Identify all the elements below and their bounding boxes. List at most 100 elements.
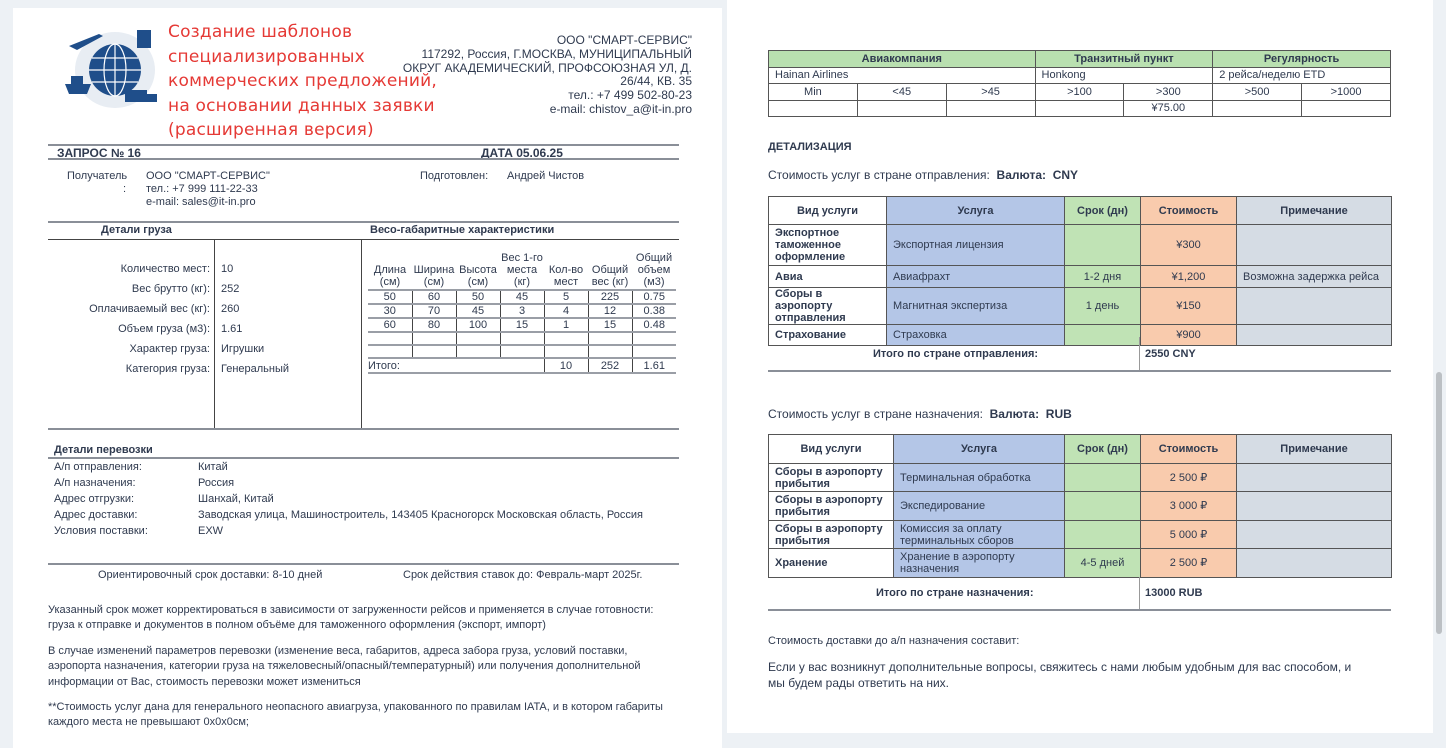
airline-header-cell: Транзитный пункт — [1034, 50, 1214, 68]
services-header-cell: Услуга — [893, 434, 1065, 464]
weight-bracket-cell: >1000 — [1301, 83, 1391, 101]
dims-header-cell: Общий объем (м3) — [632, 243, 676, 291]
prepared-by: Андрей Чистов — [507, 170, 585, 182]
services-cell — [1236, 491, 1392, 521]
services-cell: Экспедирование — [893, 491, 1065, 521]
cargo-field-label: Вес брутто (кг): — [131, 283, 210, 295]
document-page-right: Авиакомпания Транзитный пункт Регулярность… — [727, 0, 1433, 733]
airline-value-cell: 2 рейса/неделю ETD — [1212, 66, 1391, 84]
company-email: e-mail: chistov_a@it-in.pro — [549, 101, 692, 116]
recipient-info: ООО "СМАРТ-СЕРВИС" тел.: +7 999 111-22-3… — [146, 170, 270, 209]
services-header-cell: Стоимость — [1140, 196, 1237, 225]
dims-row: 30 70 45 3 4 12 0.38 — [368, 304, 676, 319]
dims-cell — [543, 332, 588, 346]
weight-bracket-cell: >45 — [945, 83, 1036, 101]
rate-cell — [1212, 99, 1303, 117]
dims-title: Весо-габаритные характеристики — [370, 224, 555, 236]
dims-cell: 60 — [411, 290, 456, 305]
services-cell — [1064, 224, 1141, 266]
services-cell: Сборы в аэропорту прибытия — [768, 491, 894, 521]
dest-services-table: Вид услуги Услуга Срок (дн) Стоимость Примеч… — [768, 434, 1392, 578]
note-paragraph: В случае изменений параметров перевозки … — [48, 645, 641, 688]
scrollbar-thumb[interactable] — [1436, 372, 1442, 634]
origin-caption: Стоимость услуг в стране отправления: — [768, 168, 990, 182]
dims-cell: 70 — [411, 304, 456, 319]
company-address: ОКРУГ АКАДЕМИЧЕСКИЙ, ПРОФСОЮЗНАЯ УЛ, Д. — [402, 60, 692, 75]
airline-value-cell: Hainan Airlines — [768, 66, 1036, 84]
services-cell: ¥300 — [1140, 224, 1237, 266]
company-address: 117292, Россия, Г.МОСКВА, МУНИЦИПАЛЬНЫЙ — [421, 46, 692, 61]
services-cell — [1236, 548, 1392, 578]
divider — [361, 240, 362, 429]
transport-field-label: А/п назначения: — [54, 477, 136, 489]
transport-field-value: Заводская улица, Машиностроитель, 143405… — [198, 509, 643, 521]
services-cell — [1236, 520, 1392, 549]
cargo-field-value: 260 — [221, 303, 240, 315]
dims-row — [368, 345, 676, 359]
dims-cell: 50 — [368, 290, 412, 305]
currency-label: Валюта: — [989, 407, 1040, 421]
services-header-cell: Услуга — [886, 196, 1065, 225]
dims-cell: 4 — [543, 304, 588, 319]
note-paragraph: Указанный срок может корректироваться в … — [48, 604, 654, 632]
services-cell: Экспортная лицензия — [886, 224, 1065, 266]
dims-cell — [499, 332, 544, 346]
document-title: Создание шаблонов специализированных ком… — [168, 20, 437, 143]
dims-cell: 3 — [499, 304, 544, 319]
divider — [48, 563, 679, 565]
dims-cell — [587, 332, 632, 346]
dims-total-places: 10 — [543, 358, 588, 374]
rate-cell — [945, 99, 1036, 117]
dims-cell: 225 — [587, 290, 632, 305]
services-cell: Комиссия за оплату терминальных сборов — [893, 520, 1065, 549]
dims-header-row: Длина (см) Ширина (см) Высота (см) Вес 1-го… — [368, 243, 676, 291]
services-header-cell: Примечание — [1236, 196, 1392, 225]
services-header-cell: Стоимость — [1140, 434, 1237, 464]
dims-header-cell: Вес 1-го места (кг) — [500, 243, 544, 291]
divider — [48, 158, 679, 160]
services-header-cell: Примечание — [1236, 434, 1392, 464]
dims-cell: 15 — [587, 318, 632, 333]
services-cell: 2 500 ₽ — [1140, 548, 1237, 578]
divider — [1139, 337, 1140, 371]
divider — [48, 221, 679, 223]
services-header-cell: Срок (дн) — [1064, 196, 1141, 225]
dims-total-volume: 1.61 — [631, 358, 676, 374]
recipient-company: ООО "СМАРТ-СЕРВИС" — [146, 170, 270, 182]
cargo-field-label: Количество мест: — [120, 263, 210, 275]
title-line: специализированных — [168, 46, 365, 67]
dimensions-table: Длина (см) Ширина (см) Высота (см) Вес 1-го… — [368, 243, 676, 374]
services-cell — [1064, 463, 1141, 492]
transport-field-label: Адрес отгрузки: — [54, 493, 135, 505]
title-line: Создание шаблонов — [168, 22, 353, 42]
services-row: Сборы в аэропорту отправления Магнитная э… — [768, 287, 1392, 325]
dims-cell: 100 — [455, 318, 500, 333]
services-cell — [1236, 324, 1392, 346]
logistics-logo-icon — [65, 30, 157, 108]
services-cell: Хранение — [768, 548, 894, 578]
rate-cell — [856, 99, 947, 117]
services-cell — [1064, 324, 1141, 346]
airline-values-row: Hainan Airlines Honkong 2 рейса/неделю ETD — [768, 66, 1391, 84]
cargo-field-value: 252 — [221, 283, 240, 295]
transport-field-label: А/п отправления: — [54, 461, 142, 473]
divider — [48, 428, 679, 430]
divider — [768, 609, 1391, 611]
dims-cell: 50 — [455, 290, 500, 305]
dims-cell: 15 — [499, 318, 544, 333]
dims-cell — [543, 345, 588, 359]
dims-row — [368, 332, 676, 346]
dims-cell — [455, 332, 500, 346]
services-cell: ¥900 — [1140, 324, 1237, 346]
dims-cell — [499, 345, 544, 359]
transport-field-value: Россия — [198, 477, 235, 489]
dims-cell: 0.75 — [631, 290, 676, 305]
divider — [768, 370, 1391, 372]
dims-cell — [631, 345, 676, 359]
delivery-time: Ориентировочный срок доставки: 8-10 дней — [98, 569, 323, 581]
dims-cell — [455, 345, 500, 359]
services-cell: Магнитная экспертиза — [886, 287, 1065, 325]
currency-label: Валюта: — [996, 168, 1047, 182]
dims-header-cell: Высота (см) — [456, 243, 500, 291]
dims-row: 50 60 50 45 5 225 0.75 — [368, 290, 676, 305]
